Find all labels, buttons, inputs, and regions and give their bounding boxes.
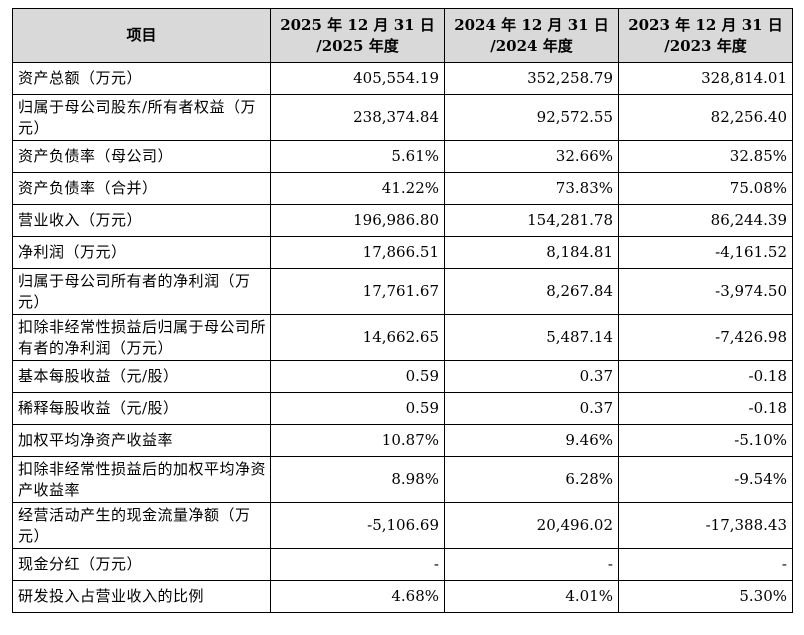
cell-2024: 20,496.02	[444, 502, 619, 549]
row-label: 研发投入占营业收入的比例	[12, 580, 271, 613]
cell-2025: 196,986.80	[270, 204, 445, 237]
cell-2024: 92,572.55	[444, 94, 619, 141]
cell-2025: 17,866.51	[270, 236, 445, 269]
cell-2023: -7,426.98	[618, 314, 793, 361]
cell-2025: 10.87%	[270, 424, 445, 457]
table-row: 归属于母公司股东/所有者权益（万元） 238,374.84 92,572.55 …	[12, 94, 793, 141]
cell-2023: -5.10%	[618, 424, 793, 457]
table-row: 研发投入占营业收入的比例 4.68% 4.01% 5.30%	[12, 580, 793, 613]
cell-2024: 8,184.81	[444, 236, 619, 269]
table-row: 扣除非经常性损益后归属于母公司所有者的净利润（万元） 14,662.65 5,4…	[12, 314, 793, 361]
row-label: 资产负债率（合并）	[12, 172, 271, 205]
table-row: 归属于母公司所有者的净利润（万元） 17,761.67 8,267.84 -3,…	[12, 268, 793, 315]
table-row: 资产总额（万元） 405,554.19 352,258.79 328,814.0…	[12, 62, 793, 95]
cell-2025: 4.68%	[270, 580, 445, 613]
header-row: 项目 2025 年 12 月 31 日 /2025 年度 2024 年 12 月…	[12, 8, 793, 63]
cell-2023: -3,974.50	[618, 268, 793, 315]
cell-2025: 41.22%	[270, 172, 445, 205]
row-label: 基本每股收益（元/股）	[12, 360, 271, 393]
cell-2025: 17,761.67	[270, 268, 445, 315]
row-label: 营业收入（万元）	[12, 204, 271, 237]
cell-2025: -5,106.69	[270, 502, 445, 549]
cell-2024: 73.83%	[444, 172, 619, 205]
row-label: 稀释每股收益（元/股）	[12, 392, 271, 425]
row-label: 经营活动产生的现金流量净额（万元）	[12, 502, 271, 549]
header-2024-year: /2024 年度	[490, 36, 573, 55]
cell-2025: 5.61%	[270, 140, 445, 173]
table-row: 稀释每股收益（元/股） 0.59 0.37 -0.18	[12, 392, 793, 425]
table-row: 资产负债率（母公司） 5.61% 32.66% 32.85%	[12, 140, 793, 173]
row-label: 归属于母公司所有者的净利润（万元）	[12, 268, 271, 315]
cell-2024: -	[444, 548, 619, 581]
cell-2023: 32.85%	[618, 140, 793, 173]
cell-2023: -4,161.52	[618, 236, 793, 269]
table-header: 项目 2025 年 12 月 31 日 /2025 年度 2024 年 12 月…	[12, 8, 793, 63]
cell-2025: 238,374.84	[270, 94, 445, 141]
table-row: 基本每股收益（元/股） 0.59 0.37 -0.18	[12, 360, 793, 393]
row-label: 净利润（万元）	[12, 236, 271, 269]
cell-2023: 328,814.01	[618, 62, 793, 95]
table-row: 营业收入（万元） 196,986.80 154,281.78 86,244.39	[12, 204, 793, 237]
cell-2025: 0.59	[270, 392, 445, 425]
cell-2023: -17,388.43	[618, 502, 793, 549]
cell-2024: 4.01%	[444, 580, 619, 613]
cell-2025: 405,554.19	[270, 62, 445, 95]
table-row: 现金分红（万元） - - -	[12, 548, 793, 581]
cell-2025: 14,662.65	[270, 314, 445, 361]
cell-2024: 6.28%	[444, 456, 619, 503]
cell-2024: 8,267.84	[444, 268, 619, 315]
table-body: 资产总额（万元） 405,554.19 352,258.79 328,814.0…	[12, 62, 793, 613]
header-2024: 2024 年 12 月 31 日 /2024 年度	[444, 8, 619, 63]
cell-2025: 8.98%	[270, 456, 445, 503]
header-item: 项目	[12, 8, 271, 63]
cell-2024: 32.66%	[444, 140, 619, 173]
table-row: 资产负债率（合并） 41.22% 73.83% 75.08%	[12, 172, 793, 205]
cell-2024: 5,487.14	[444, 314, 619, 361]
cell-2024: 0.37	[444, 360, 619, 393]
financial-indicators-table: 项目 2025 年 12 月 31 日 /2025 年度 2024 年 12 月…	[12, 8, 793, 613]
row-label: 扣除非经常性损益后归属于母公司所有者的净利润（万元）	[12, 314, 271, 361]
row-label: 资产总额（万元）	[12, 62, 271, 95]
header-2024-date: 2024 年 12 月 31 日	[454, 15, 609, 34]
cell-2024: 352,258.79	[444, 62, 619, 95]
header-2023: 2023 年 12 月 31 日 /2023 年度	[618, 8, 793, 63]
header-2025-year: /2025 年度	[316, 36, 399, 55]
cell-2023: -0.18	[618, 360, 793, 393]
table-row: 经营活动产生的现金流量净额（万元） -5,106.69 20,496.02 -1…	[12, 502, 793, 549]
cell-2025: -	[270, 548, 445, 581]
table-row: 扣除非经常性损益后的加权平均净资产收益率 8.98% 6.28% -9.54%	[12, 456, 793, 503]
header-2025: 2025 年 12 月 31 日 /2025 年度	[270, 8, 445, 63]
table-row: 净利润（万元） 17,866.51 8,184.81 -4,161.52	[12, 236, 793, 269]
cell-2023: -0.18	[618, 392, 793, 425]
row-label: 资产负债率（母公司）	[12, 140, 271, 173]
cell-2025: 0.59	[270, 360, 445, 393]
header-2025-date: 2025 年 12 月 31 日	[280, 15, 435, 34]
cell-2023: 5.30%	[618, 580, 793, 613]
row-label: 扣除非经常性损益后的加权平均净资产收益率	[12, 456, 271, 503]
row-label: 加权平均净资产收益率	[12, 424, 271, 457]
cell-2024: 0.37	[444, 392, 619, 425]
cell-2023: 75.08%	[618, 172, 793, 205]
cell-2024: 9.46%	[444, 424, 619, 457]
header-2023-year: /2023 年度	[664, 36, 747, 55]
row-label: 归属于母公司股东/所有者权益（万元）	[12, 94, 271, 141]
cell-2023: -	[618, 548, 793, 581]
cell-2023: -9.54%	[618, 456, 793, 503]
cell-2023: 82,256.40	[618, 94, 793, 141]
row-label: 现金分红（万元）	[12, 548, 271, 581]
cell-2024: 154,281.78	[444, 204, 619, 237]
header-item-label: 项目	[126, 26, 157, 44]
header-2023-date: 2023 年 12 月 31 日	[628, 15, 783, 34]
table-row: 加权平均净资产收益率 10.87% 9.46% -5.10%	[12, 424, 793, 457]
cell-2023: 86,244.39	[618, 204, 793, 237]
